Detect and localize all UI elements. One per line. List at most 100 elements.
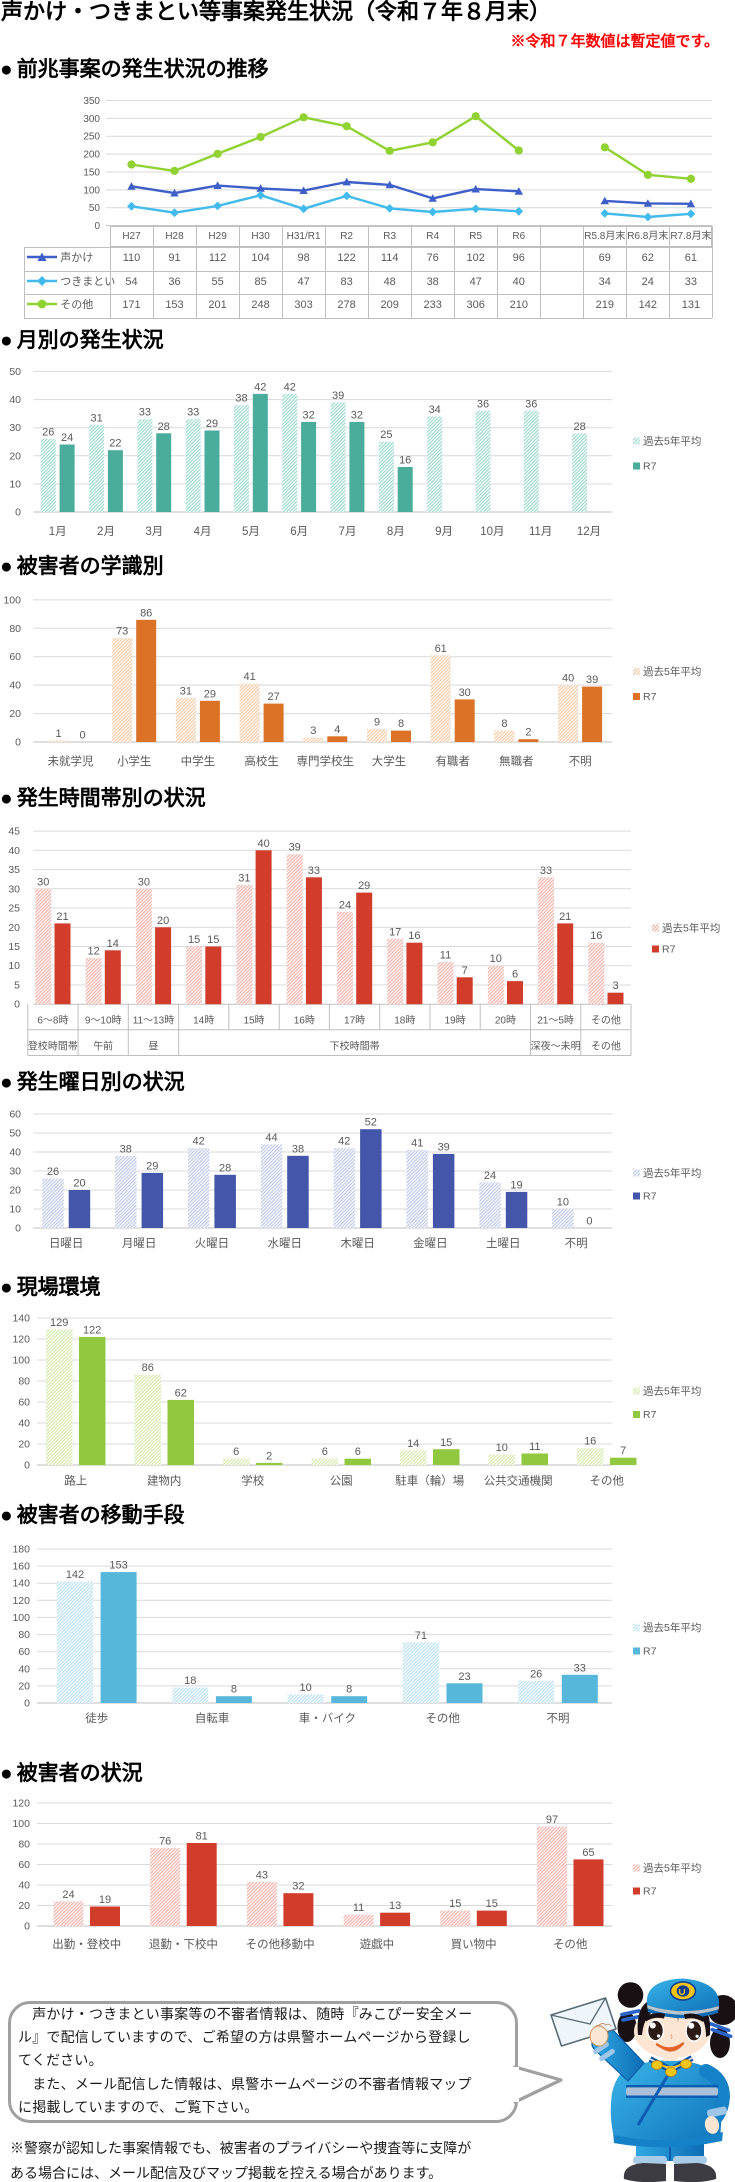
svg-text:21: 21 — [559, 911, 571, 923]
svg-text:火曜日: 火曜日 — [195, 1237, 230, 1250]
svg-text:76: 76 — [159, 1836, 171, 1848]
svg-text:36: 36 — [477, 398, 489, 410]
svg-text:43: 43 — [256, 1869, 268, 1881]
svg-text:0: 0 — [586, 1216, 592, 1228]
svg-text:公共交通機関: 公共交通機関 — [484, 1474, 553, 1488]
svg-text:71: 71 — [415, 1630, 427, 1642]
svg-text:60: 60 — [9, 1109, 21, 1121]
svg-text:42: 42 — [338, 1136, 350, 1148]
svg-text:19: 19 — [99, 1894, 111, 1906]
svg-text:20: 20 — [157, 915, 169, 927]
svg-text:30: 30 — [9, 422, 21, 434]
svg-text:不明: 不明 — [569, 755, 592, 768]
svg-text:20: 20 — [8, 922, 20, 934]
svg-text:33: 33 — [540, 865, 552, 877]
svg-text:26: 26 — [47, 1166, 59, 1178]
svg-text:8: 8 — [501, 718, 507, 730]
svg-text:30: 30 — [9, 1166, 21, 1178]
svg-text:10: 10 — [496, 1442, 508, 1454]
svg-text:7: 7 — [620, 1445, 626, 1457]
svg-text:15: 15 — [440, 1437, 452, 1449]
svg-text:32: 32 — [302, 410, 314, 422]
svg-text:14: 14 — [107, 938, 119, 950]
svg-text:7月: 7月 — [339, 526, 357, 538]
svg-text:86: 86 — [140, 607, 152, 619]
svg-text:0: 0 — [24, 1698, 30, 1710]
svg-text:20: 20 — [73, 1178, 85, 1190]
svg-text:120: 120 — [12, 1595, 30, 1607]
svg-text:その他: その他 — [591, 1014, 621, 1027]
svg-text:9～10時: 9～10時 — [85, 1015, 122, 1027]
svg-text:遊戯中: 遊戯中 — [360, 1937, 395, 1951]
svg-text:27: 27 — [267, 691, 279, 703]
svg-text:16時: 16時 — [294, 1015, 315, 1027]
svg-text:3: 3 — [310, 725, 316, 737]
svg-text:40: 40 — [8, 845, 20, 857]
svg-text:15時: 15時 — [243, 1015, 264, 1027]
svg-text:120: 120 — [12, 1334, 30, 1346]
svg-text:建物内: 建物内 — [147, 1474, 182, 1488]
svg-text:80: 80 — [18, 1839, 30, 1851]
svg-text:0: 0 — [15, 737, 21, 749]
svg-text:80: 80 — [9, 623, 21, 635]
svg-text:その他: その他 — [591, 1039, 621, 1052]
svg-text:24: 24 — [484, 1170, 496, 1182]
svg-text:31: 31 — [180, 685, 192, 697]
svg-text:28: 28 — [158, 421, 170, 433]
svg-text:3: 3 — [612, 980, 618, 992]
svg-text:50: 50 — [9, 1128, 21, 1140]
svg-text:R7: R7 — [643, 461, 657, 473]
svg-text:40: 40 — [18, 1880, 30, 1892]
svg-text:20: 20 — [18, 1439, 30, 1451]
svg-text:日曜日: 日曜日 — [49, 1237, 84, 1250]
svg-text:10: 10 — [490, 953, 502, 965]
svg-text:R7: R7 — [643, 1191, 657, 1203]
svg-text:土曜日: 土曜日 — [486, 1237, 521, 1250]
svg-text:R7: R7 — [643, 1409, 657, 1421]
svg-text:40: 40 — [9, 680, 21, 692]
svg-text:300: 300 — [83, 114, 100, 125]
svg-text:公園: 公園 — [330, 1475, 353, 1488]
svg-text:15: 15 — [486, 1898, 498, 1910]
svg-text:29: 29 — [206, 418, 218, 430]
svg-text:6: 6 — [322, 1446, 328, 1458]
svg-text:122: 122 — [83, 1324, 101, 1336]
svg-text:0: 0 — [15, 1223, 21, 1235]
svg-text:過去5年平均: 過去5年平均 — [643, 1385, 701, 1398]
svg-text:45: 45 — [8, 826, 20, 838]
svg-text:退勤・下校中: 退勤・下校中 — [149, 1937, 218, 1951]
svg-text:月曜日: 月曜日 — [122, 1237, 157, 1250]
svg-text:8: 8 — [231, 1684, 237, 1696]
svg-text:9: 9 — [374, 717, 380, 729]
svg-text:73: 73 — [116, 626, 128, 638]
svg-text:100: 100 — [3, 594, 21, 606]
svg-text:1月: 1月 — [49, 526, 67, 538]
svg-text:40: 40 — [9, 394, 21, 406]
svg-text:30: 30 — [459, 687, 471, 699]
svg-text:2月: 2月 — [97, 526, 115, 538]
svg-text:28: 28 — [219, 1162, 231, 1174]
svg-text:8: 8 — [346, 1684, 352, 1696]
svg-text:30: 30 — [37, 876, 49, 888]
svg-text:23: 23 — [458, 1671, 470, 1683]
svg-text:33: 33 — [139, 407, 151, 419]
svg-text:過去5年平均: 過去5年平均 — [643, 435, 701, 448]
svg-text:13: 13 — [389, 1900, 401, 1912]
svg-text:250: 250 — [83, 132, 100, 143]
svg-text:4月: 4月 — [194, 526, 212, 538]
svg-text:出勤・登校中: 出勤・登校中 — [52, 1937, 121, 1951]
svg-text:20: 20 — [18, 1900, 30, 1912]
svg-text:60: 60 — [18, 1646, 30, 1658]
svg-text:52: 52 — [365, 1117, 377, 1129]
svg-text:140: 140 — [12, 1313, 30, 1325]
svg-text:14時: 14時 — [193, 1015, 214, 1027]
svg-text:50: 50 — [9, 366, 21, 378]
svg-text:80: 80 — [18, 1629, 30, 1641]
svg-text:買い物中: 買い物中 — [451, 1937, 497, 1951]
svg-text:36: 36 — [525, 398, 537, 410]
svg-text:学校: 学校 — [241, 1474, 264, 1488]
svg-text:42: 42 — [284, 381, 296, 393]
svg-text:19時: 19時 — [445, 1015, 466, 1027]
svg-text:44: 44 — [265, 1132, 277, 1144]
svg-text:午前: 午前 — [93, 1039, 113, 1052]
